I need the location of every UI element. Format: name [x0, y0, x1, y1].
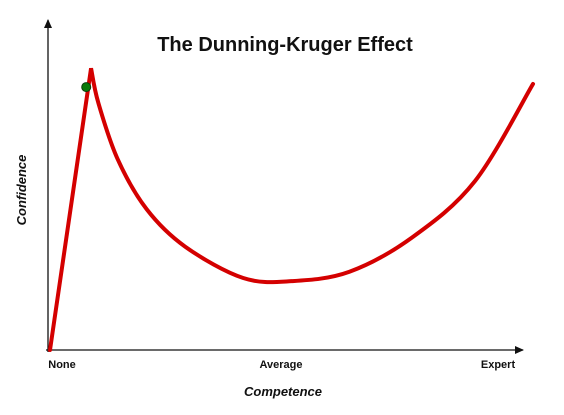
x-tick-label-none: None: [48, 359, 76, 371]
series-line-0: [48, 67, 535, 352]
chart-title: The Dunning-Kruger Effect: [157, 34, 413, 56]
series-layer: [48, 67, 535, 352]
x-tick-label-expert: Expert: [481, 359, 516, 371]
x-axis-label: Competence: [244, 384, 322, 399]
x-tick-labels: None Average Expert: [48, 359, 515, 371]
axes: [44, 19, 524, 354]
x-tick-label-average: Average: [259, 359, 302, 371]
highlight-point: [81, 82, 92, 93]
y-axis-label: Confidence: [14, 155, 29, 226]
